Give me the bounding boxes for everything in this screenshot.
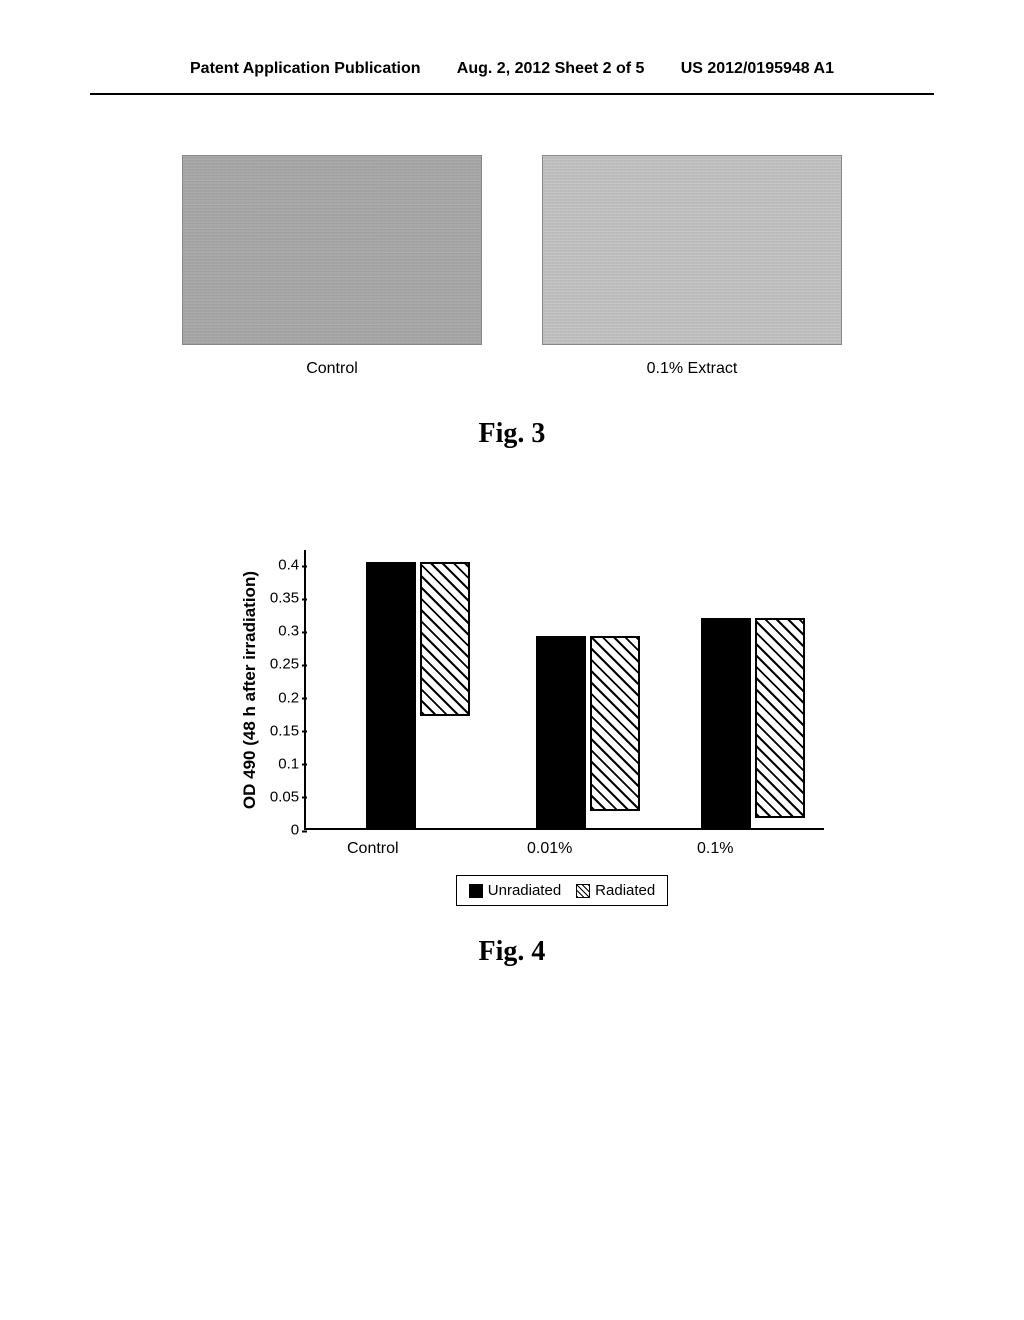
bar-group — [536, 636, 640, 829]
chart-wrapper: OD 490 (48 h after irradiation) 0.4 0.35… — [240, 550, 824, 830]
header-left: Patent Application Publication — [190, 60, 421, 78]
fig3-control-image — [182, 155, 482, 345]
chart-area: 0.4 0.35 0.3 0.25 0.2 0.15 0.1 0.05 0 — [270, 550, 824, 830]
legend-swatch-hatched-icon — [576, 884, 590, 898]
header-right: US 2012/0195948 A1 — [681, 60, 834, 78]
x-axis-label: Control — [347, 840, 399, 858]
y-tick: 0 — [291, 823, 299, 838]
y-tick: 0.2 — [278, 690, 299, 705]
header-center: Aug. 2, 2012 Sheet 2 of 5 — [457, 60, 645, 78]
fig3-caption: Fig. 3 — [479, 418, 546, 450]
fig3-image-row: Control 0.1% Extract — [182, 155, 842, 378]
fig3-control-group: Control — [182, 155, 482, 378]
y-axis: 0.4 0.35 0.3 0.25 0.2 0.15 0.1 0.05 0 — [270, 550, 304, 830]
fig3-extract-image — [542, 155, 842, 345]
bar-unradiated — [536, 636, 586, 829]
y-tick: 0.3 — [278, 624, 299, 639]
figure-4: OD 490 (48 h after irradiation) 0.4 0.35… — [0, 550, 1024, 968]
figure-3: Control 0.1% Extract Fig. 3 — [0, 155, 1024, 450]
fig3-extract-group: 0.1% Extract — [542, 155, 842, 378]
y-tick: 0.15 — [270, 723, 299, 738]
y-tick: 0.4 — [278, 558, 299, 573]
plot-box — [304, 550, 824, 830]
bar-radiated — [755, 618, 805, 818]
y-tick: 0.25 — [270, 657, 299, 672]
legend-item-unradiated: Unradiated — [469, 882, 561, 899]
bar-group — [366, 562, 470, 828]
bar-unradiated — [366, 562, 416, 828]
bar-unradiated — [701, 618, 751, 828]
y-tick: 0.1 — [278, 756, 299, 771]
fig3-extract-label: 0.1% Extract — [647, 360, 738, 378]
page-header: Patent Application Publication Aug. 2, 2… — [90, 0, 934, 95]
legend-label-unradiated: Unradiated — [488, 882, 561, 899]
fig3-control-label: Control — [306, 360, 358, 378]
legend-item-radiated: Radiated — [576, 882, 655, 899]
legend-swatch-solid-icon — [469, 884, 483, 898]
x-axis-label: 0.01% — [527, 840, 572, 858]
x-axis-label: 0.1% — [697, 840, 733, 858]
legend-label-radiated: Radiated — [595, 882, 655, 899]
y-axis-label: OD 490 (48 h after irradiation) — [240, 571, 260, 809]
bar-radiated — [420, 562, 470, 716]
bar-group — [701, 618, 805, 828]
y-tick: 0.05 — [270, 789, 299, 804]
chart-legend: Unradiated Radiated — [456, 875, 668, 906]
bar-radiated — [590, 636, 640, 811]
fig4-caption: Fig. 4 — [479, 936, 546, 968]
y-tick: 0.35 — [270, 591, 299, 606]
